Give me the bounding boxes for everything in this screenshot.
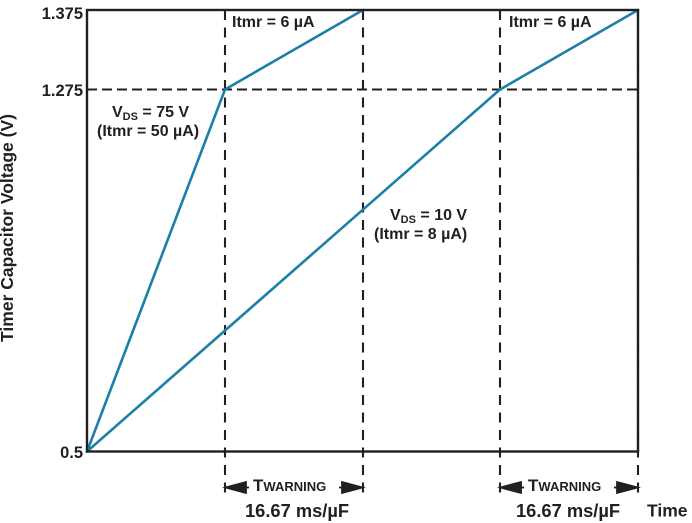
svg-text:16.67 ms/µF: 16.67 ms/µF bbox=[516, 500, 620, 521]
svg-text:1.375: 1.375 bbox=[42, 5, 83, 23]
svg-text:(Itmr = 8 µA): (Itmr = 8 µA) bbox=[374, 226, 467, 243]
svg-text:TWARNING: TWARNING bbox=[253, 476, 326, 495]
svg-text:TWARNING: TWARNING bbox=[528, 476, 601, 495]
svg-text:Time: Time bbox=[647, 501, 688, 521]
svg-text:16.67 ms/µF: 16.67 ms/µF bbox=[245, 500, 349, 521]
svg-text:VDS = 75 V: VDS = 75 V bbox=[112, 104, 189, 123]
svg-text:Timer Capacitor Voltage (V): Timer Capacitor Voltage (V) bbox=[0, 114, 17, 342]
svg-text:1.275: 1.275 bbox=[42, 82, 83, 100]
svg-text:VDS = 10 V: VDS = 10 V bbox=[390, 207, 467, 226]
svg-text:0.5: 0.5 bbox=[60, 444, 83, 462]
svg-text:Itmr = 6 µA: Itmr = 6 µA bbox=[509, 14, 592, 31]
svg-text:Itmr = 6 µA: Itmr = 6 µA bbox=[232, 14, 315, 31]
svg-text:(Itmr = 50 µA): (Itmr = 50 µA) bbox=[97, 123, 199, 140]
